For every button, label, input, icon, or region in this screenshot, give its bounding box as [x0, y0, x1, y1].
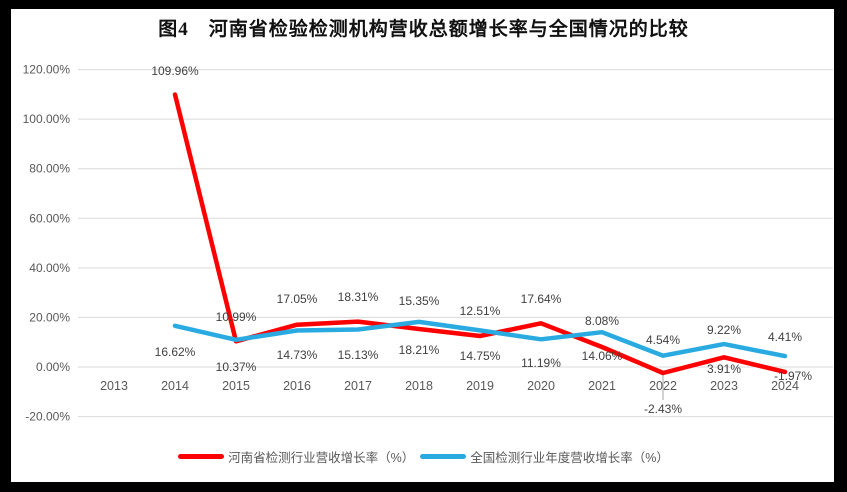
data-label: 4.54% — [646, 333, 680, 347]
legend-item-national: 全国检测行业年度营收增长率（%） — [420, 447, 669, 466]
data-label: 109.96% — [151, 64, 199, 78]
x-tick-label: 2017 — [344, 379, 372, 393]
data-label: -1.97% — [774, 369, 812, 383]
chart-legend: 河南省检测行业营收增长率（%） 全国检测行业年度营收增长率（%） — [0, 446, 847, 466]
series-line-national — [172, 319, 788, 359]
y-tick-label: 80.00% — [29, 162, 70, 176]
series-line-henan — [172, 92, 788, 376]
legend-marker-national-line — [420, 453, 467, 459]
data-label: 3.91% — [707, 362, 741, 376]
y-tick-label: 120.00% — [23, 63, 71, 77]
data-label: 9.22% — [707, 323, 741, 337]
legend-label-national: 全国检测行业年度营收增长率（%） — [470, 450, 669, 465]
data-label: 12.51% — [460, 304, 501, 318]
data-label: 18.31% — [338, 290, 379, 304]
legend-label-henan: 河南省检测行业营收增长率（%） — [228, 450, 415, 465]
x-tick-label: 2015 — [222, 379, 250, 393]
data-label: 4.41% — [768, 330, 802, 344]
data-label: 17.64% — [521, 292, 562, 306]
y-tick-label: 100.00% — [23, 112, 71, 126]
y-tick-label: 0.00% — [36, 360, 70, 374]
x-tick-label: 2014 — [161, 379, 189, 393]
data-label: 10.99% — [216, 310, 257, 324]
data-label: 10.37% — [216, 360, 257, 374]
data-label: -2.43% — [644, 402, 682, 416]
data-label: 17.05% — [277, 292, 318, 306]
x-tick-label: 2021 — [588, 379, 616, 393]
data-label: 15.35% — [399, 294, 440, 308]
data-label: 14.75% — [460, 349, 501, 363]
legend-item-henan: 河南省检测行业营收增长率（%） — [178, 447, 414, 466]
y-tick-label: 40.00% — [29, 261, 70, 275]
x-tick-label: 2020 — [527, 379, 555, 393]
x-tick-label: 2019 — [466, 379, 494, 393]
chart-title: 图4 河南省检验检测机构营收总额增长率与全国情况的比较 — [158, 19, 689, 40]
y-tick-label: -20.00% — [25, 410, 70, 424]
y-tick-label: 20.00% — [29, 310, 70, 324]
data-label: 14.06% — [582, 349, 623, 363]
x-tick-label: 2018 — [405, 379, 433, 393]
data-label: 16.62% — [155, 345, 196, 359]
data-label: 8.08% — [585, 314, 619, 328]
data-label: 11.19% — [521, 356, 561, 370]
data-label: 18.21% — [399, 343, 440, 357]
x-tick-label: 2013 — [100, 379, 128, 393]
x-tick-label: 2024 — [771, 379, 799, 393]
legend-marker-henan-line — [178, 453, 225, 459]
data-label: 14.73% — [277, 348, 318, 362]
x-tick-label: 2016 — [283, 379, 311, 393]
chart-background — [11, 9, 834, 482]
x-tick-label: 2023 — [710, 379, 738, 393]
data-label: 15.13% — [338, 348, 379, 362]
y-tick-label: 60.00% — [29, 211, 70, 225]
